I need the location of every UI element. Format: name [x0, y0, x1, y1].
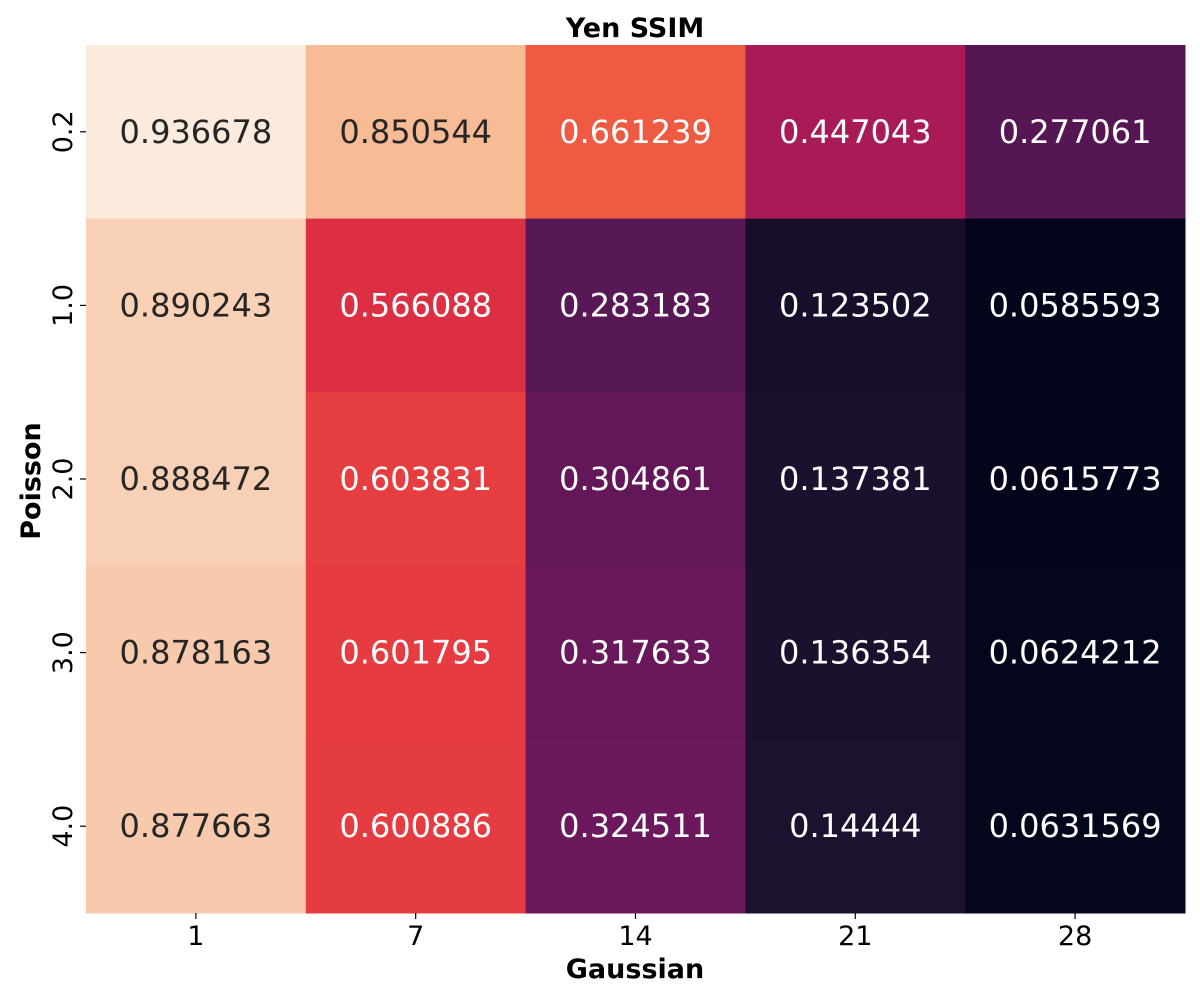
- heatmap-cell: [965, 45, 1186, 220]
- heatmap-cell-labels: 0.936678 0.850544 0.661239 0.447043 0.277061…: [120, 113, 1162, 845]
- cell-value-label: 0.0631569: [989, 807, 1162, 845]
- y-tick-label: 4.0: [48, 805, 79, 848]
- cell-value-label: 0.936678: [120, 113, 273, 151]
- heatmap-cell: [965, 739, 1186, 914]
- cell-value-label: 0.447043: [779, 113, 932, 151]
- y-tick-label: 1.0: [48, 284, 79, 327]
- x-axis-label: Gaussian: [566, 954, 704, 985]
- y-tick-label: 2.0: [48, 458, 79, 501]
- heatmap-cell: [525, 392, 746, 567]
- chart-title: Yen SSIM: [565, 13, 705, 44]
- x-tick-label: 21: [838, 921, 872, 952]
- cell-value-label: 0.566088: [339, 286, 492, 324]
- heatmap-cell: [305, 565, 527, 740]
- heatmap-cell: [86, 218, 307, 393]
- heatmap-cells: [86, 45, 1186, 914]
- heatmap-cell: [965, 392, 1186, 567]
- heatmap-cell: [525, 565, 746, 740]
- x-tick-label: 28: [1058, 921, 1092, 952]
- cell-value-label: 0.661239: [559, 113, 712, 151]
- heatmap-cell: [86, 739, 307, 914]
- heatmap-cell: [305, 739, 527, 914]
- heatmap-cell: [745, 565, 966, 740]
- cell-value-label: 0.850544: [339, 113, 492, 151]
- heatmap-cell: [86, 565, 307, 740]
- heatmap-cell: [525, 45, 746, 220]
- cell-value-label: 0.324511: [559, 807, 712, 845]
- heatmap-cell: [305, 45, 527, 220]
- cell-value-label: 0.600886: [339, 807, 492, 845]
- heatmap-cell: [305, 218, 527, 393]
- cell-value-label: 0.890243: [120, 286, 273, 324]
- cell-value-label: 0.317633: [559, 634, 712, 672]
- x-tick-label: 1: [187, 921, 204, 952]
- cell-value-label: 0.123502: [779, 286, 932, 324]
- x-tick-label: 7: [407, 921, 424, 952]
- heatmap-cell: [86, 45, 307, 220]
- cell-value-label: 0.14444: [789, 807, 921, 845]
- cell-value-label: 0.277061: [999, 113, 1152, 151]
- y-tick-label: 0.2: [48, 110, 79, 153]
- cell-value-label: 0.888472: [120, 460, 273, 498]
- y-tick-label: 3.0: [48, 631, 79, 674]
- cell-value-label: 0.0585593: [989, 286, 1162, 324]
- x-axis: 1 7 14 21 28: [187, 913, 1092, 952]
- heatmap-cell: [745, 739, 966, 914]
- heatmap-cell: [525, 218, 746, 393]
- cell-value-label: 0.0615773: [989, 460, 1162, 498]
- heatmap-cell: [965, 218, 1186, 393]
- heatmap-cell: [86, 392, 307, 567]
- cell-value-label: 0.878163: [120, 634, 273, 672]
- y-axis: 0.2 1.0 2.0 3.0 4.0: [48, 110, 86, 848]
- cell-value-label: 0.136354: [779, 634, 932, 672]
- y-axis-label: Poisson: [16, 422, 47, 540]
- heatmap-cell: [745, 45, 966, 220]
- cell-value-label: 0.601795: [339, 634, 492, 672]
- cell-value-label: 0.304861: [559, 460, 712, 498]
- heatmap-cell: [525, 739, 746, 914]
- cell-value-label: 0.283183: [559, 286, 712, 324]
- heatmap-cell: [965, 565, 1186, 740]
- cell-value-label: 0.877663: [120, 807, 273, 845]
- x-tick-label: 14: [618, 921, 652, 952]
- cell-value-label: 0.603831: [339, 460, 492, 498]
- cell-value-label: 0.137381: [779, 460, 932, 498]
- heatmap-cell: [305, 392, 527, 567]
- heatmap-cell: [745, 392, 966, 567]
- cell-value-label: 0.0624212: [989, 634, 1162, 672]
- heatmap-cell: [745, 218, 966, 393]
